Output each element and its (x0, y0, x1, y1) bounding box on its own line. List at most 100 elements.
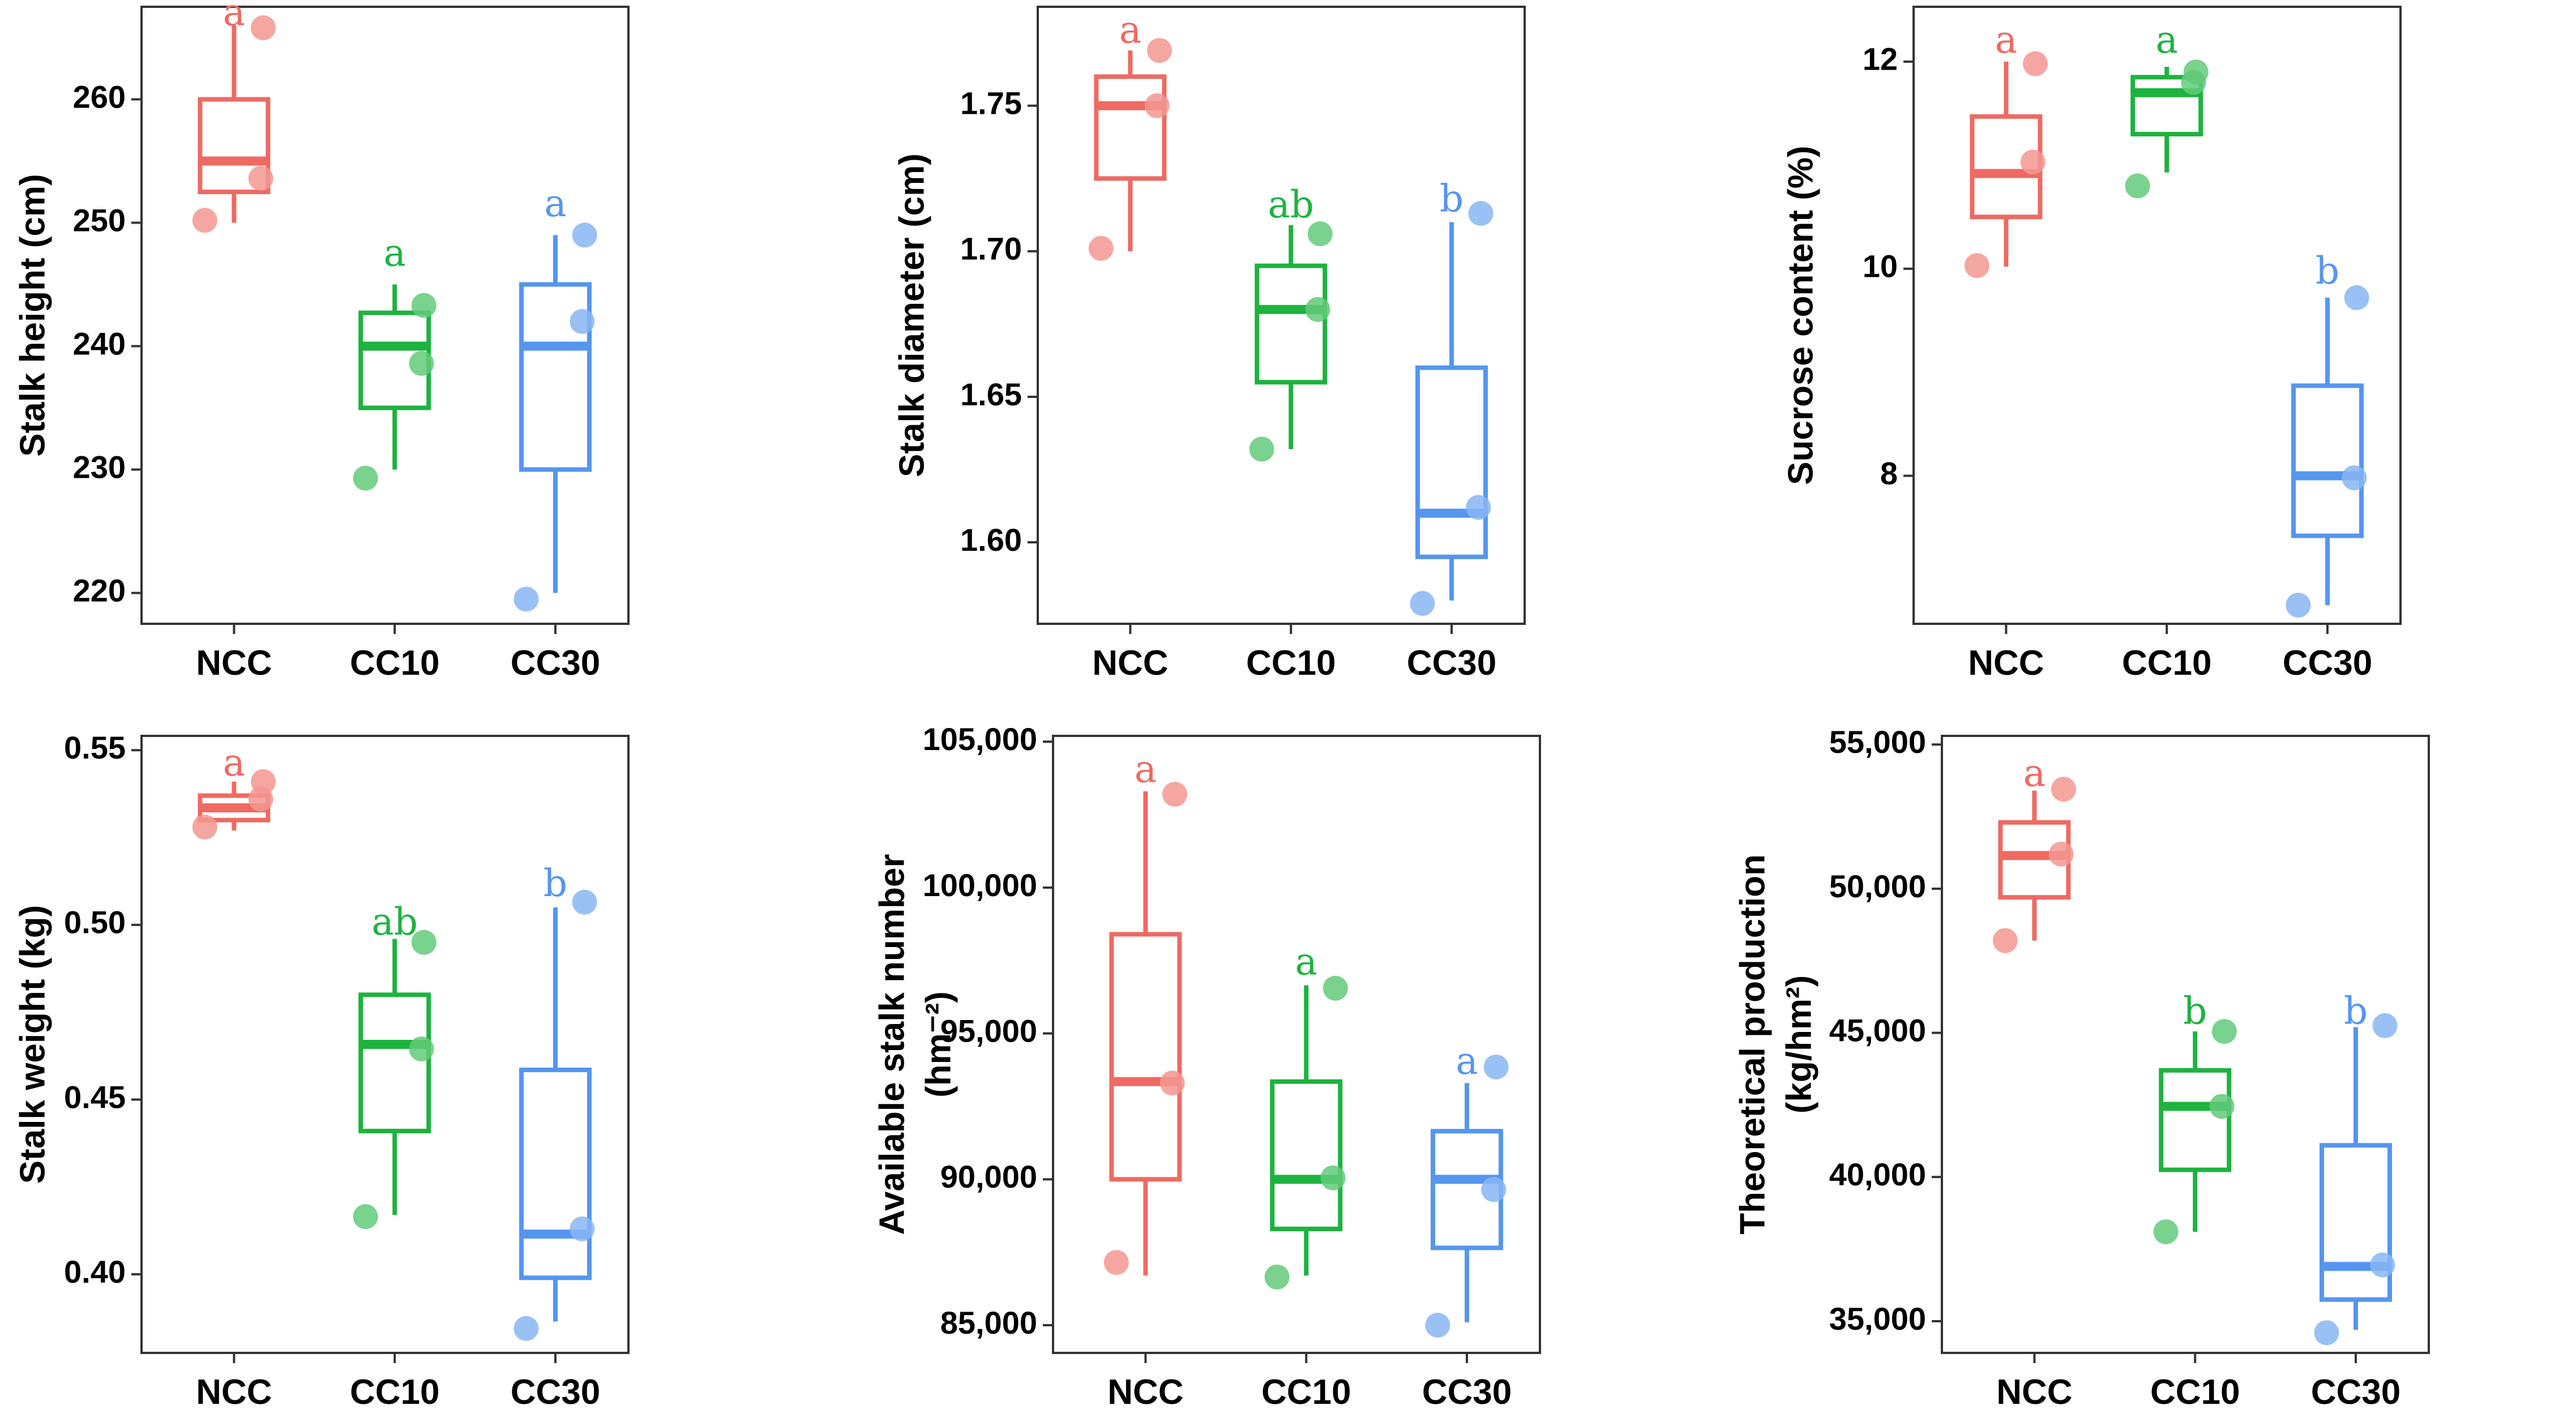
data-point (2125, 173, 2150, 199)
box-cc30: b (514, 862, 597, 1341)
significance-letter: a (1119, 8, 1141, 52)
data-point (1466, 495, 1491, 520)
significance-letter: a (223, 741, 245, 785)
data-point (2286, 593, 2311, 618)
significance-letter: a (384, 231, 406, 275)
data-point (2342, 465, 2367, 491)
box-cc30: a (514, 182, 597, 612)
x-tick-label: CC10 (2150, 1373, 2240, 1412)
panel-5: 85,000 90,000 95,000 100,000 105,000 NCC CC10 C… (872, 721, 1541, 1412)
data-point (353, 1204, 378, 1229)
y-tick-label: 1.70 (960, 231, 1022, 267)
x-tick-label: CC10 (1261, 1373, 1351, 1412)
box-iqr (1109, 932, 1182, 1182)
y-axis-title: Available stalk number (872, 854, 912, 1235)
significance-letter: b (1440, 177, 1464, 220)
y-tick-label: 35,000 (1829, 1301, 1926, 1336)
y-tick-label: 240 (73, 325, 126, 361)
box-iqr (1270, 1079, 1343, 1231)
box-ncc: a (1992, 751, 2076, 953)
y-tick-label: 12 (1863, 41, 1898, 77)
y-tick-label: 220 (73, 572, 126, 608)
x-tick-label: NCC (196, 644, 272, 683)
y-axis-title: (kg/hm²) (1779, 975, 1818, 1114)
y-tick-label: 230 (73, 449, 126, 485)
box-iqr (198, 97, 271, 194)
panel-4: 0.40 0.45 0.50 0.55 NCC CC10 CC30 Stalk weight … (13, 730, 630, 1412)
data-point (2211, 1019, 2237, 1044)
y-tick-label: 55,000 (1829, 724, 1926, 760)
y-axis-title: Theoretical production (1733, 854, 1772, 1235)
data-point (1264, 1265, 1290, 1290)
box-cc30: b (2314, 989, 2398, 1346)
x-tick-label: NCC (1968, 644, 2044, 683)
box-ncc: a (1103, 747, 1187, 1276)
x-tick-label: CC10 (350, 1373, 440, 1412)
data-point (192, 815, 217, 840)
data-point (2051, 777, 2076, 802)
x-tick-label: NCC (1996, 1373, 2072, 1412)
data-point (1249, 436, 1274, 462)
significance-letter: b (2183, 989, 2207, 1033)
box-iqr (358, 992, 431, 1134)
box-cc10: ab (353, 900, 437, 1229)
plot-frame (1052, 735, 1541, 1354)
data-point (514, 1316, 539, 1341)
y-tick-label: 50,000 (1829, 868, 1926, 904)
significance-letter: a (2156, 18, 2178, 62)
data-point (1144, 93, 1170, 118)
x-tick-label: CC30 (2311, 1373, 2401, 1412)
y-tick-label: 1.75 (960, 85, 1022, 121)
y-tick-label: 250 (73, 202, 126, 238)
box-cc30: b (2286, 249, 2369, 618)
box-cc10: a (1264, 940, 1348, 1290)
data-point (1103, 1250, 1129, 1275)
plot-frame (1912, 6, 2402, 625)
data-point (1425, 1313, 1450, 1338)
significance-letter: ab (1268, 183, 1314, 226)
box-iqr (2291, 383, 2364, 538)
box-iqr (2320, 1143, 2392, 1302)
y-tick-label: 0.40 (64, 1254, 126, 1290)
data-point (1481, 1177, 1507, 1202)
data-point (2048, 841, 2074, 867)
significance-letter: b (2344, 989, 2368, 1033)
data-point (570, 1216, 595, 1241)
data-point (2344, 285, 2369, 310)
data-point (1305, 297, 1330, 322)
data-point (2020, 149, 2046, 175)
x-tick-label: CC30 (1407, 644, 1497, 683)
y-tick-label: 40,000 (1829, 1156, 1926, 1192)
plot-frame (1941, 735, 2430, 1354)
significance-letter: a (1135, 747, 1157, 791)
data-point (1964, 253, 1989, 279)
data-point (572, 889, 597, 915)
data-point (1147, 38, 1172, 63)
box-ncc: a (1964, 18, 2048, 279)
data-point (1320, 1165, 1346, 1190)
box-cc10: ab (1249, 183, 1333, 462)
x-tick-label: NCC (196, 1373, 272, 1412)
data-point (2370, 1252, 2395, 1278)
box-iqr (519, 1068, 592, 1280)
y-tick-label: 0.55 (64, 730, 126, 765)
data-point (1088, 235, 1114, 261)
y-tick-label: 0.50 (64, 905, 126, 940)
x-tick-label: CC10 (350, 644, 440, 683)
significance-letter: b (2316, 249, 2339, 293)
y-axis-title: Sucrose content (%) (1781, 145, 1820, 485)
plot-frame (1037, 6, 1526, 625)
data-point (1483, 1054, 1509, 1079)
y-tick-label: 45,000 (1829, 1012, 1926, 1048)
significance-letter: a (544, 182, 566, 225)
data-point (248, 786, 273, 812)
box-iqr (1094, 74, 1167, 181)
y-axis-title: Stalk height (cm) (13, 174, 52, 457)
data-point (572, 222, 597, 248)
data-point (1159, 1070, 1185, 1096)
y-tick-label: 1.65 (960, 376, 1022, 412)
data-point (2209, 1094, 2235, 1119)
x-tick-label: CC10 (1246, 644, 1336, 683)
box-ncc: a (192, 0, 276, 233)
panel-1: 220 230 240 250 260 NCC CC10 CC30 Stalk height (… (13, 0, 630, 683)
